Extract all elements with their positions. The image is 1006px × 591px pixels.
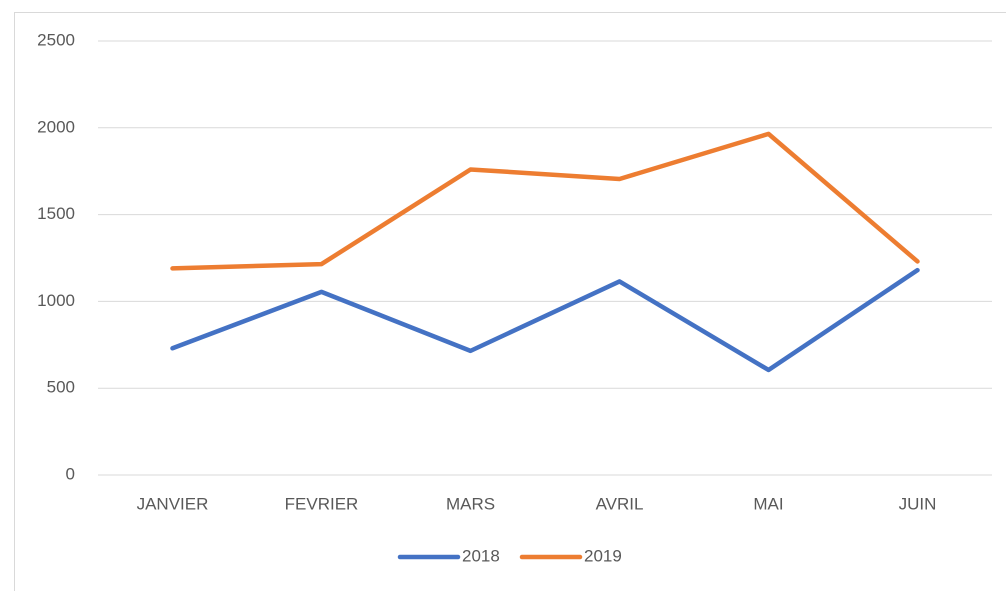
x-tick-label: AVRIL — [596, 494, 644, 513]
chart-frame — [14, 12, 1006, 591]
x-tick-label: MAI — [753, 494, 783, 513]
x-tick-label: JUIN — [899, 494, 937, 513]
y-tick-label: 1000 — [37, 291, 75, 310]
x-tick-label: JANVIER — [137, 494, 209, 513]
y-tick-label: 0 — [66, 464, 75, 483]
x-tick-label: MARS — [446, 494, 495, 513]
x-tick-label: FEVRIER — [285, 494, 359, 513]
y-tick-label: 500 — [47, 378, 75, 397]
y-tick-label: 2500 — [37, 30, 75, 49]
legend-label: 2018 — [462, 546, 500, 565]
series-line — [170, 131, 920, 271]
y-tick-label: 1500 — [37, 204, 75, 223]
y-tick-label: 2000 — [37, 117, 75, 136]
legend-label: 2019 — [584, 546, 622, 565]
series-line — [170, 267, 920, 373]
